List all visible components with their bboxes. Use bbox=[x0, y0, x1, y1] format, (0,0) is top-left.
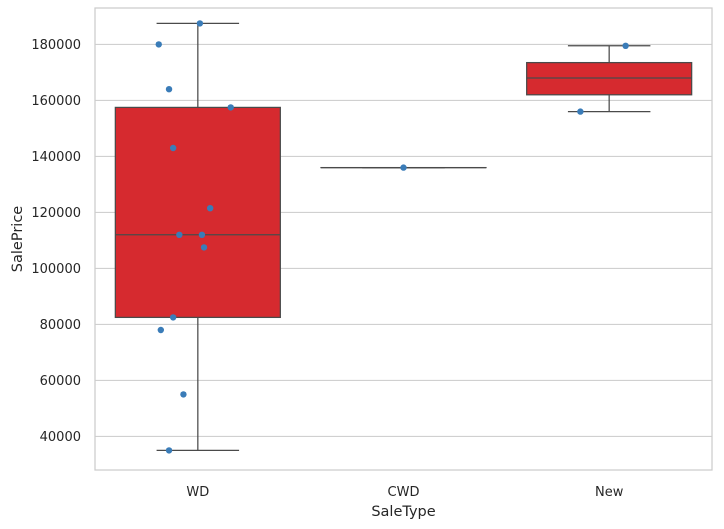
data-point bbox=[169, 314, 177, 321]
y-axis-ticks: 40000 60000 80000 100000 120000 140000 160000 1… bbox=[31, 38, 81, 445]
x-tick-label: New bbox=[595, 485, 624, 500]
data-point bbox=[227, 104, 234, 111]
data-point bbox=[622, 42, 629, 49]
data-point bbox=[165, 447, 173, 454]
point-series bbox=[155, 20, 629, 454]
data-point bbox=[400, 164, 407, 171]
y-tick-label: 140000 bbox=[31, 150, 81, 165]
box-series bbox=[114, 22, 693, 452]
data-point bbox=[169, 144, 177, 152]
box-iqr bbox=[114, 106, 281, 319]
data-point bbox=[577, 108, 584, 115]
plot-frame bbox=[94, 7, 713, 471]
box-iqr bbox=[526, 61, 693, 96]
x-axis-ticks: WD CWD New bbox=[186, 485, 623, 500]
y-tick-label: 80000 bbox=[40, 318, 81, 333]
box-wd bbox=[114, 22, 281, 452]
x-tick-label: CWD bbox=[388, 485, 420, 500]
x-axis-label: SaleType bbox=[371, 504, 435, 520]
y-tick-label: 100000 bbox=[31, 262, 81, 277]
y-tick-label: 160000 bbox=[31, 94, 81, 109]
data-point bbox=[155, 41, 162, 48]
data-point bbox=[176, 231, 183, 238]
data-point bbox=[165, 86, 173, 93]
x-tick-label: WD bbox=[186, 485, 209, 500]
data-point bbox=[200, 244, 208, 251]
data-point bbox=[206, 205, 214, 212]
y-tick-label: 180000 bbox=[31, 38, 81, 53]
y-axis-label: SalePrice bbox=[10, 206, 26, 272]
y-tick-label: 120000 bbox=[31, 206, 81, 221]
data-point bbox=[198, 231, 206, 238]
y-tick-label: 40000 bbox=[40, 430, 81, 445]
box-new bbox=[526, 45, 693, 113]
y-tick-label: 60000 bbox=[40, 374, 81, 389]
data-point bbox=[157, 326, 165, 334]
data-point bbox=[180, 391, 187, 398]
data-point bbox=[196, 20, 204, 27]
